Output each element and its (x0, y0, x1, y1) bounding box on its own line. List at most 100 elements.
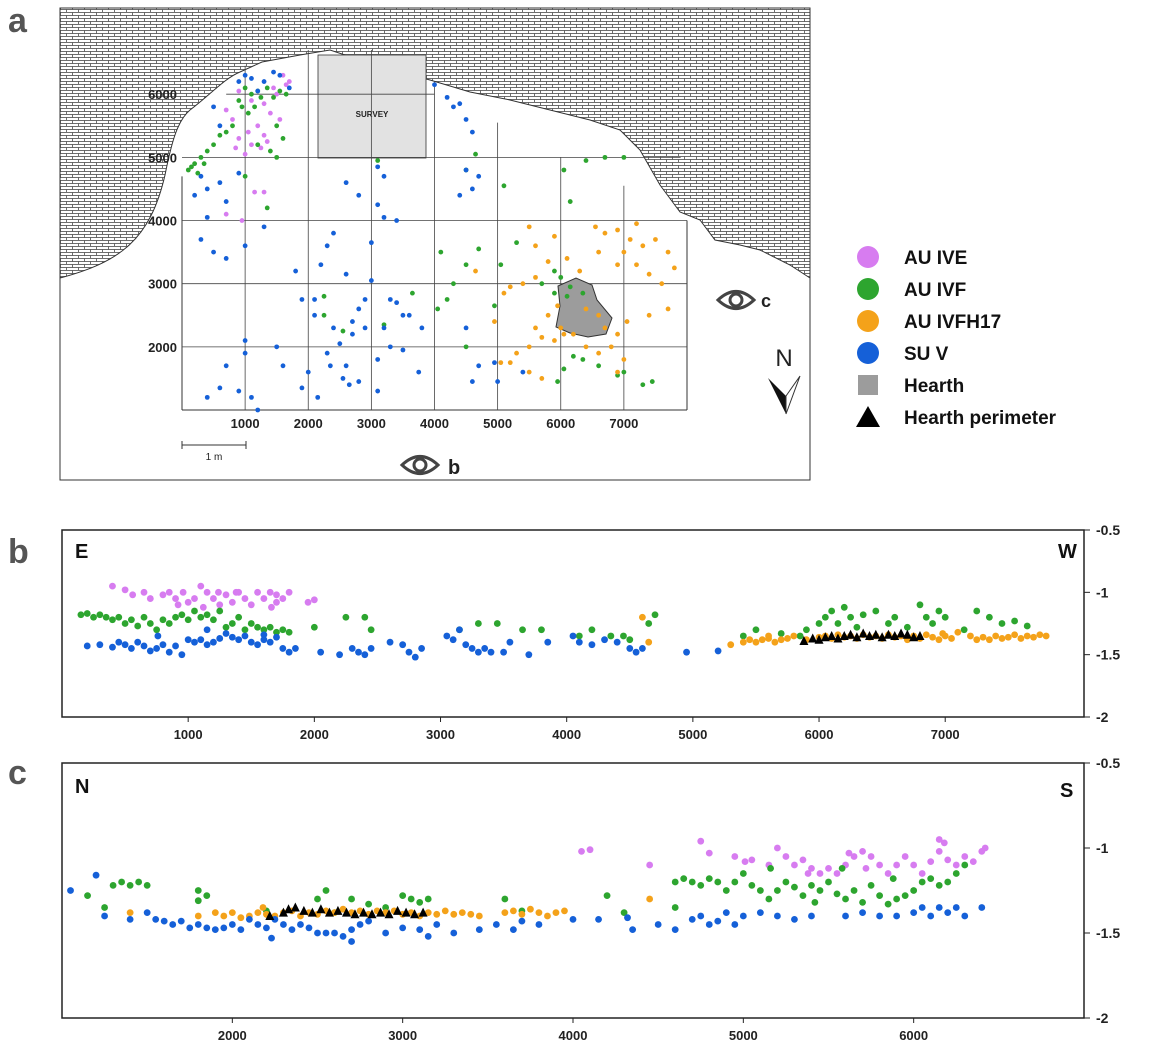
plan-point-au-ivf (602, 154, 608, 160)
section-b-point-au-ivfh17 (765, 632, 772, 640)
section-b-point-au-ivf (273, 628, 280, 636)
plan-point-au-ivfh17 (583, 306, 589, 312)
plan-point-su-v (381, 214, 387, 220)
section-c-y-tick-label: -0.5 (1096, 755, 1120, 771)
section-b-point-su-v (228, 633, 236, 641)
section-c-point-au-ive (862, 865, 870, 872)
section-c-point-su-v (944, 909, 952, 916)
section-b-point-su-v (468, 645, 476, 652)
section-c-point-su-v (194, 921, 202, 928)
section-c-y-tick-label: -1 (1096, 840, 1109, 856)
section-b-point-au-ivf (172, 613, 179, 621)
section-c-point-au-ivf (194, 887, 202, 894)
plan-point-au-ivf (435, 306, 441, 312)
section-b-point-su-v (172, 642, 179, 650)
plan-point-su-v (520, 369, 526, 375)
section-b-point-hearth-perimeter (852, 632, 862, 642)
north-arrow-icon: N (768, 345, 801, 415)
section-b-point-au-ivf (159, 616, 167, 624)
section-b-point-au-ivfh17 (645, 638, 653, 646)
plan-point-su-v (236, 170, 242, 176)
section-c-point-au-ivf (348, 895, 355, 903)
section-b-point-au-ivfh17 (1042, 632, 1050, 640)
section-b-point-au-ive (109, 582, 116, 590)
section-c-point-hearth-perimeter (324, 907, 334, 917)
section-c-point-au-ive (935, 848, 943, 855)
section-c-point-hearth-perimeter (393, 905, 403, 915)
section-c-point-su-v (859, 909, 866, 916)
plan-point-au-ivfh17 (520, 281, 526, 287)
plan-point-au-ivf (252, 104, 257, 110)
plan-point-su-v (469, 129, 475, 135)
plan-point-su-v (343, 271, 349, 277)
section-c-point-su-v (509, 926, 517, 933)
section-b-point-su-v (121, 641, 129, 649)
plan-point-au-ivfh17 (577, 268, 583, 274)
section-b-point-au-ivf (191, 607, 198, 615)
plan-point-au-ive (255, 123, 261, 129)
section-b-point-au-ivfh17 (929, 633, 936, 641)
section-c-point-au-ive (910, 861, 918, 869)
section-b-point-au-ivf (828, 607, 836, 615)
section-b-point-au-ivfh17 (1011, 631, 1019, 639)
section-c-point-su-v (177, 917, 185, 925)
panel-label-b: b (8, 533, 29, 571)
section-c-point-au-ivf (143, 882, 151, 889)
plan-point-au-ivf (274, 123, 280, 129)
section-c-point-su-v (382, 929, 390, 937)
plan-point-au-ive (252, 189, 257, 195)
plan-point-au-ive (233, 145, 239, 151)
section-c-point-su-v (245, 916, 253, 923)
section-b-point-su-v (361, 651, 369, 659)
plan-point-au-ivf (267, 148, 273, 154)
section-c-point-su-v (160, 917, 168, 925)
plan-point-su-v (312, 297, 317, 302)
section-b-point-su-v (127, 645, 135, 652)
section-b-point-su-v (134, 638, 142, 646)
plan-point-su-v (362, 297, 368, 302)
plan-point-su-v (242, 350, 248, 356)
section-c-point-su-v (893, 912, 901, 920)
section-c-point-su-v (688, 916, 696, 923)
plan-point-au-ivf (640, 382, 646, 388)
section-b-point-au-ivf (342, 613, 350, 621)
section-b-point-su-v (83, 642, 91, 650)
plan-point-au-ivf (321, 293, 327, 299)
section-b-point-au-ive (279, 595, 287, 602)
section-c-point-su-v (978, 904, 986, 911)
section-b-point-au-ivf (109, 616, 116, 624)
section-b-point-au-ive (146, 595, 154, 602)
section-b-point-au-ivf (134, 622, 142, 630)
section-c-point-su-v (348, 926, 355, 933)
section-b-point-au-ive (191, 595, 198, 602)
section-c-point-au-ivf (722, 887, 730, 894)
section-b-point-su-v (260, 631, 268, 639)
plan-point-su-v (324, 243, 330, 249)
section-c-point-au-ive (799, 856, 807, 864)
section-b-point-su-v (626, 645, 634, 652)
plan-y-tick-label: 6000 (148, 87, 177, 102)
section-b-point-au-ivf (803, 626, 810, 634)
section-c-point-su-v (935, 904, 943, 911)
plan-point-su-v (451, 104, 456, 110)
plan-point-su-v (305, 369, 311, 375)
section-c-point-au-ivf (603, 892, 611, 899)
section-b-point-au-ivf (620, 632, 627, 640)
plan-point-au-ivf (492, 303, 497, 309)
plan-points (185, 69, 677, 413)
plan-x-tick-label: 1000 (231, 416, 260, 431)
section-b-point-su-v (159, 641, 167, 649)
section-b-point-au-ivfh17 (954, 628, 962, 636)
plan-point-au-ive (230, 117, 235, 122)
plan-point-su-v (312, 312, 317, 318)
section-c-point-su-v (280, 921, 287, 928)
plan-point-au-ivf (567, 284, 573, 290)
legend: AU IVE AU IVF AU IVFH17 SU V Hearth Hearth pe… (856, 246, 1057, 429)
section-c-point-au-ivfh17 (509, 907, 517, 915)
section-c-point-au-ivf (501, 895, 509, 903)
section-b-point-au-ivf (821, 613, 829, 621)
section-b-point-au-ivf (361, 613, 369, 621)
section-b-point-au-ivf (891, 613, 899, 621)
plan-point-su-v (343, 363, 349, 369)
plan-point-au-ivf (236, 98, 242, 103)
